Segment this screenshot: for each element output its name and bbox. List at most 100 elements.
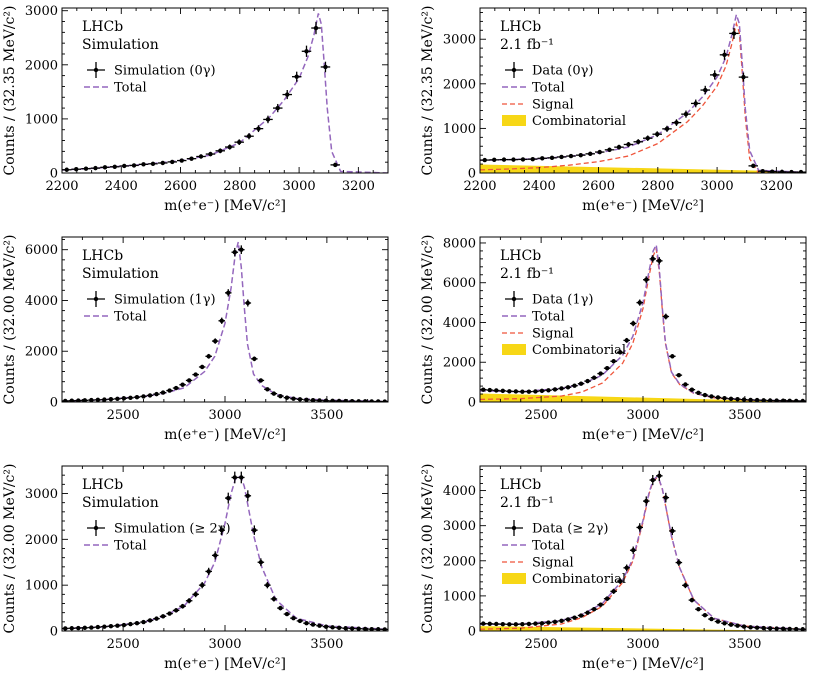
data-point bbox=[727, 396, 735, 402]
data-point-marker bbox=[252, 356, 257, 362]
data-point-marker bbox=[754, 625, 760, 630]
data-point bbox=[329, 625, 336, 630]
data-point bbox=[196, 154, 206, 159]
data-point-marker bbox=[552, 387, 558, 392]
data-point-marker bbox=[722, 621, 727, 626]
data-point bbox=[590, 607, 598, 612]
data-point-marker bbox=[141, 162, 146, 167]
data-point bbox=[282, 90, 292, 100]
data-point bbox=[753, 625, 761, 630]
data-point bbox=[518, 157, 528, 162]
data-point-marker bbox=[507, 389, 512, 394]
data-point bbox=[148, 161, 158, 167]
data-point-marker bbox=[206, 569, 211, 574]
data-point bbox=[244, 299, 252, 307]
sample-label: Simulation bbox=[82, 37, 159, 53]
data-point-marker bbox=[83, 166, 89, 171]
data-point-marker bbox=[741, 397, 747, 402]
data-point-marker bbox=[568, 153, 574, 159]
data-point bbox=[512, 389, 520, 394]
data-point bbox=[662, 492, 670, 503]
data-point-marker bbox=[526, 389, 532, 394]
legend-total-label: Total bbox=[114, 310, 147, 325]
data-point-marker bbox=[689, 387, 695, 392]
data-point bbox=[760, 625, 767, 631]
data-point-marker bbox=[513, 389, 519, 394]
data-point bbox=[623, 141, 634, 147]
y-tick-label: 8000 bbox=[443, 236, 476, 251]
data-point bbox=[633, 139, 643, 145]
data-point bbox=[153, 616, 160, 621]
data-point bbox=[753, 397, 761, 402]
y-axis-title: Counts / (32.00 MeV/c²) bbox=[420, 464, 436, 634]
data-point bbox=[675, 559, 683, 566]
data-point-marker bbox=[492, 157, 497, 163]
data-point-marker bbox=[598, 602, 603, 607]
data-point-marker bbox=[349, 399, 355, 402]
data-point bbox=[669, 526, 676, 536]
data-point bbox=[671, 119, 682, 126]
data-point-marker bbox=[754, 397, 760, 402]
data-point bbox=[681, 110, 691, 118]
data-point bbox=[486, 621, 494, 627]
data-point-marker bbox=[663, 495, 669, 500]
data-point-marker bbox=[533, 389, 538, 394]
data-point-marker bbox=[154, 391, 159, 397]
sample-label: 2.1 fb⁻¹ bbox=[500, 495, 554, 511]
data-point-marker bbox=[121, 396, 127, 401]
data-point-marker bbox=[369, 626, 374, 631]
data-point bbox=[253, 125, 264, 133]
data-point bbox=[185, 598, 193, 604]
data-point-marker bbox=[572, 383, 577, 388]
data-point bbox=[766, 626, 774, 631]
data-point-marker bbox=[95, 624, 101, 630]
data-point bbox=[792, 398, 800, 402]
data-point-marker bbox=[663, 314, 669, 319]
data-point bbox=[688, 387, 696, 392]
total-curve bbox=[480, 476, 806, 631]
data-point-marker bbox=[650, 256, 655, 262]
data-point bbox=[748, 163, 758, 169]
x-tick-label: 3000 bbox=[208, 408, 241, 423]
data-point-marker bbox=[520, 621, 525, 627]
data-point bbox=[320, 61, 331, 73]
data-point-marker bbox=[800, 627, 805, 631]
data-point-marker bbox=[578, 613, 584, 618]
data-point bbox=[257, 558, 265, 567]
data-point bbox=[499, 157, 509, 162]
data-point-marker bbox=[712, 72, 717, 78]
data-point bbox=[700, 85, 710, 95]
data-point bbox=[551, 387, 559, 392]
data-point bbox=[675, 372, 683, 378]
legend-total-label: Total bbox=[532, 81, 565, 96]
data-point bbox=[577, 381, 585, 386]
data-point-marker bbox=[800, 398, 805, 402]
x-axis-title: m(e⁺e⁻) [MeV/c²] bbox=[164, 198, 286, 214]
data-point-marker bbox=[702, 392, 708, 398]
data-point-marker bbox=[313, 25, 319, 31]
data-point-marker bbox=[780, 626, 786, 631]
data-point bbox=[309, 398, 317, 402]
data-point bbox=[342, 626, 349, 631]
data-point-marker bbox=[735, 623, 740, 628]
data-point bbox=[283, 395, 291, 400]
data-point-marker bbox=[624, 338, 629, 343]
data-point-marker bbox=[645, 136, 650, 141]
data-point-marker bbox=[349, 626, 355, 631]
data-point-marker bbox=[199, 582, 205, 588]
data-point bbox=[649, 255, 657, 263]
data-point-marker bbox=[530, 156, 535, 162]
data-point-marker bbox=[487, 387, 492, 393]
data-point bbox=[571, 615, 578, 620]
data-point bbox=[594, 149, 605, 155]
legend-total-label: Total bbox=[532, 310, 565, 325]
data-point bbox=[545, 388, 552, 393]
data-point-marker bbox=[657, 473, 662, 479]
data-point-marker bbox=[310, 622, 316, 627]
data-point-marker bbox=[193, 372, 198, 377]
data-point bbox=[185, 378, 193, 383]
data-point bbox=[786, 398, 793, 402]
data-point bbox=[107, 623, 115, 629]
